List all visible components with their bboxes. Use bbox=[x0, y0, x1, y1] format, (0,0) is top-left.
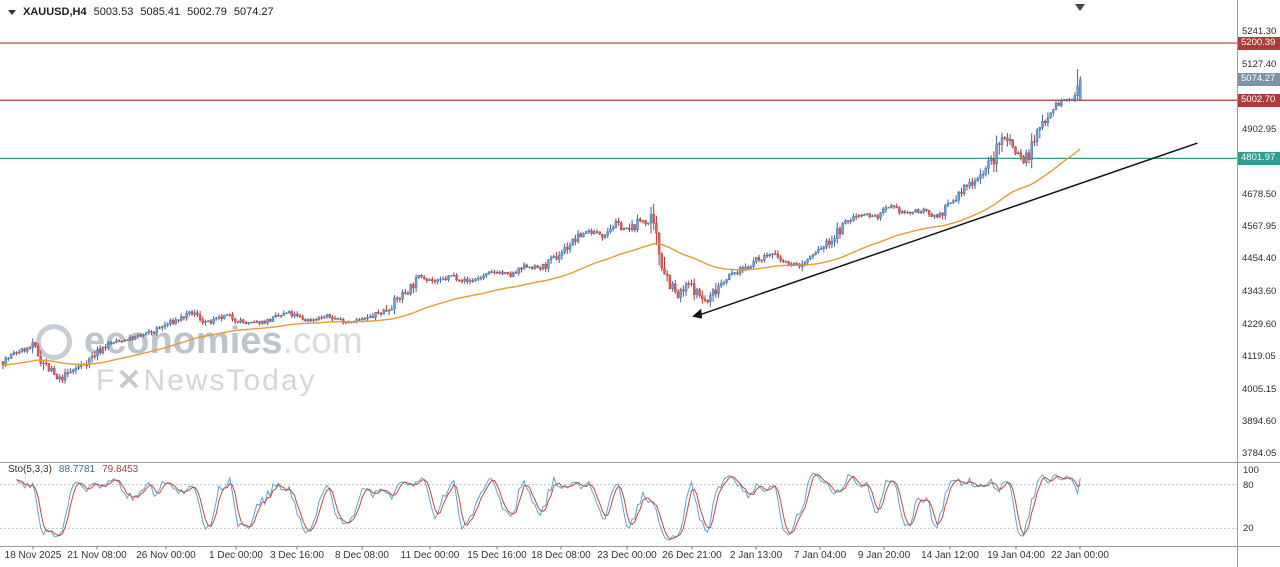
price-tick-label: 4005.15 bbox=[1242, 383, 1277, 395]
stoch-scale-label: 80 bbox=[1243, 479, 1254, 491]
time-axis-label: 9 Jan 20:00 bbox=[857, 550, 911, 561]
time-axis-label: 7 Jan 04:00 bbox=[793, 550, 847, 561]
watermark-brand-line: economies.com bbox=[84, 320, 363, 363]
price-tick-label: 4343.60 bbox=[1242, 285, 1277, 297]
price-tick-label: 3784.05 bbox=[1242, 447, 1277, 459]
stochastic-name: Sto(5,3,3) bbox=[8, 464, 52, 475]
time-axis-label: 23 Dec 00:00 bbox=[597, 550, 657, 561]
time-axis-label: 18 Nov 2025 bbox=[4, 550, 62, 561]
price-tick-label: 4567.95 bbox=[1242, 220, 1277, 232]
price-tick-label: 4229.60 bbox=[1242, 318, 1277, 330]
price-tick-label: 3894.60 bbox=[1242, 415, 1277, 427]
price-tick-label: 5241.30 bbox=[1242, 25, 1277, 37]
time-axis-label: 26 Nov 00:00 bbox=[136, 550, 196, 561]
bar-low-value: 5002.79 bbox=[187, 6, 227, 18]
time-axis-label: 26 Dec 21:00 bbox=[662, 550, 722, 561]
watermark-x-icon: ✕ bbox=[116, 364, 144, 397]
price-tick-label: 4454.40 bbox=[1242, 253, 1277, 265]
time-axis-label: 2 Jan 13:00 bbox=[729, 550, 783, 561]
time-axis-label: 21 Nov 08:00 bbox=[67, 550, 127, 561]
stoch-scale-label: 20 bbox=[1243, 523, 1254, 535]
time-axis-label: 3 Dec 16:00 bbox=[270, 550, 324, 561]
current-price-badge: 5074.27 bbox=[1238, 73, 1280, 87]
bar-high-value: 5085.41 bbox=[140, 6, 181, 18]
bar-open-value: 5003.53 bbox=[93, 6, 134, 18]
stochastic-indicator-label: Sto(5,3,3) 88.7781 79.8453 bbox=[8, 464, 138, 475]
price-tick-label: 4902.95 bbox=[1242, 123, 1277, 135]
watermark: economies.com F✕NewsToday bbox=[36, 320, 363, 398]
bar-close-value: 5074.27 bbox=[233, 6, 274, 18]
time-axis-label: 22 Jan 00:00 bbox=[1051, 550, 1109, 561]
time-axis-label: 18 Dec 08:00 bbox=[531, 550, 591, 561]
stochastic-d-value: 79.8453 bbox=[102, 464, 139, 475]
time-axis-label: 19 Jan 04:00 bbox=[987, 550, 1045, 561]
symbol-dropdown-icon[interactable] bbox=[8, 9, 16, 15]
watermark-brand-suffix: .com bbox=[282, 320, 363, 361]
chart-ohlc-header: XAUUSD,H4 5003.53 5085.41 5002.79 5074.2… bbox=[8, 6, 274, 18]
price-level-badge: 4801.97 bbox=[1238, 151, 1280, 165]
time-axis-label: 8 Dec 08:00 bbox=[335, 550, 389, 561]
stoch-scale-label: 100 bbox=[1243, 465, 1259, 476]
watermark-tagline-rest: NewsToday bbox=[143, 364, 317, 397]
price-tick-label: 4119.05 bbox=[1242, 350, 1276, 362]
price-tick-label: 4678.50 bbox=[1242, 188, 1277, 200]
watermark-tagline: F✕NewsToday bbox=[96, 363, 363, 398]
symbol-timeframe-label: XAUUSD,H4 bbox=[23, 6, 87, 18]
watermark-tagline-f: F bbox=[96, 364, 117, 397]
time-axis-label: 1 Dec 00:00 bbox=[209, 550, 263, 561]
stochastic-k-value: 88.7781 bbox=[58, 464, 96, 475]
time-axis-label: 11 Dec 00:00 bbox=[400, 550, 460, 561]
time-axis-label: 15 Dec 16:00 bbox=[467, 550, 527, 561]
watermark-logo-icon bbox=[36, 323, 72, 360]
price-tick-label: 5127.40 bbox=[1242, 58, 1277, 70]
price-level-badge: 5002.70 bbox=[1238, 93, 1280, 107]
time-axis-label: 14 Jan 12:00 bbox=[921, 550, 979, 561]
price-level-badge: 5200.39 bbox=[1238, 36, 1280, 50]
